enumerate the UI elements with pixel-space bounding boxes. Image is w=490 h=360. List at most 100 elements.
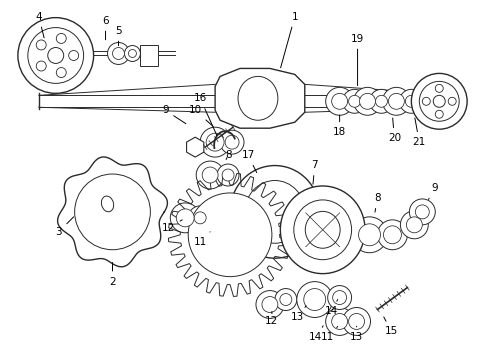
Text: 20: 20 (388, 118, 401, 143)
Text: 12: 12 (162, 220, 182, 233)
Circle shape (332, 93, 347, 109)
Circle shape (348, 314, 365, 329)
Circle shape (377, 220, 407, 250)
Text: 4: 4 (35, 12, 44, 38)
Circle shape (280, 293, 292, 306)
Circle shape (405, 95, 417, 107)
Circle shape (200, 127, 230, 157)
Bar (141, 45, 158, 67)
Circle shape (333, 291, 346, 305)
Circle shape (262, 297, 278, 312)
Circle shape (188, 193, 272, 276)
Circle shape (74, 174, 150, 250)
Circle shape (304, 289, 326, 310)
Circle shape (343, 307, 370, 336)
Circle shape (354, 87, 382, 115)
Circle shape (36, 40, 46, 50)
Text: 3: 3 (55, 217, 74, 237)
Circle shape (359, 224, 380, 246)
Text: 17: 17 (242, 150, 257, 172)
Polygon shape (215, 68, 305, 128)
Circle shape (326, 307, 354, 336)
Circle shape (202, 167, 218, 183)
Circle shape (389, 93, 404, 109)
Text: 13: 13 (350, 326, 363, 342)
Circle shape (419, 81, 459, 121)
Text: 13: 13 (291, 306, 306, 323)
Circle shape (343, 89, 367, 113)
Circle shape (107, 42, 129, 64)
Ellipse shape (230, 166, 319, 258)
Text: 11: 11 (321, 327, 338, 342)
Polygon shape (187, 137, 204, 157)
Circle shape (400, 211, 428, 239)
Text: 15: 15 (384, 317, 398, 336)
Text: 14: 14 (309, 326, 323, 342)
Text: 9: 9 (429, 183, 438, 199)
Circle shape (435, 84, 443, 92)
Circle shape (48, 48, 64, 63)
Circle shape (416, 205, 429, 219)
Text: 19: 19 (351, 33, 364, 86)
Ellipse shape (280, 186, 365, 274)
Circle shape (222, 169, 234, 181)
Circle shape (275, 289, 297, 310)
Text: 12: 12 (265, 311, 278, 327)
Circle shape (171, 203, 200, 233)
Circle shape (409, 199, 435, 225)
Text: 8: 8 (374, 193, 381, 212)
Ellipse shape (305, 211, 340, 248)
Circle shape (124, 45, 141, 62)
Text: 16: 16 (194, 93, 217, 136)
Circle shape (188, 206, 212, 230)
Text: 6: 6 (102, 15, 109, 40)
Circle shape (256, 291, 284, 319)
Circle shape (225, 135, 239, 149)
Circle shape (18, 18, 94, 93)
Circle shape (328, 285, 352, 310)
Circle shape (433, 95, 445, 107)
Circle shape (332, 314, 347, 329)
Circle shape (176, 209, 194, 227)
Circle shape (297, 282, 333, 318)
Ellipse shape (294, 200, 352, 260)
Circle shape (326, 87, 354, 115)
Text: 10: 10 (189, 105, 213, 126)
Circle shape (113, 48, 124, 59)
Ellipse shape (101, 196, 114, 212)
Circle shape (128, 50, 136, 58)
Ellipse shape (238, 76, 278, 120)
Text: 2: 2 (109, 262, 116, 287)
Circle shape (348, 95, 361, 107)
Circle shape (217, 164, 239, 186)
Circle shape (399, 89, 423, 113)
Circle shape (28, 28, 84, 84)
Circle shape (56, 33, 66, 44)
Circle shape (56, 68, 66, 77)
Text: 8: 8 (225, 150, 231, 160)
Circle shape (384, 226, 401, 244)
Text: 18: 18 (333, 115, 346, 137)
Circle shape (194, 212, 206, 224)
Text: 11: 11 (194, 232, 210, 247)
Circle shape (36, 61, 46, 71)
Circle shape (220, 130, 244, 154)
Circle shape (412, 73, 467, 129)
Text: 7: 7 (312, 160, 318, 184)
Circle shape (69, 50, 78, 60)
Circle shape (422, 97, 430, 105)
Circle shape (375, 95, 388, 107)
Text: 14: 14 (325, 300, 338, 316)
Text: 9: 9 (162, 105, 186, 124)
Text: 21: 21 (413, 118, 426, 147)
Ellipse shape (245, 180, 305, 243)
Circle shape (369, 89, 393, 113)
Circle shape (206, 133, 224, 151)
Circle shape (448, 97, 456, 105)
Circle shape (406, 217, 422, 233)
Text: 1: 1 (281, 12, 298, 68)
Circle shape (383, 87, 410, 115)
Circle shape (360, 93, 375, 109)
Circle shape (435, 110, 443, 118)
Circle shape (196, 161, 224, 189)
